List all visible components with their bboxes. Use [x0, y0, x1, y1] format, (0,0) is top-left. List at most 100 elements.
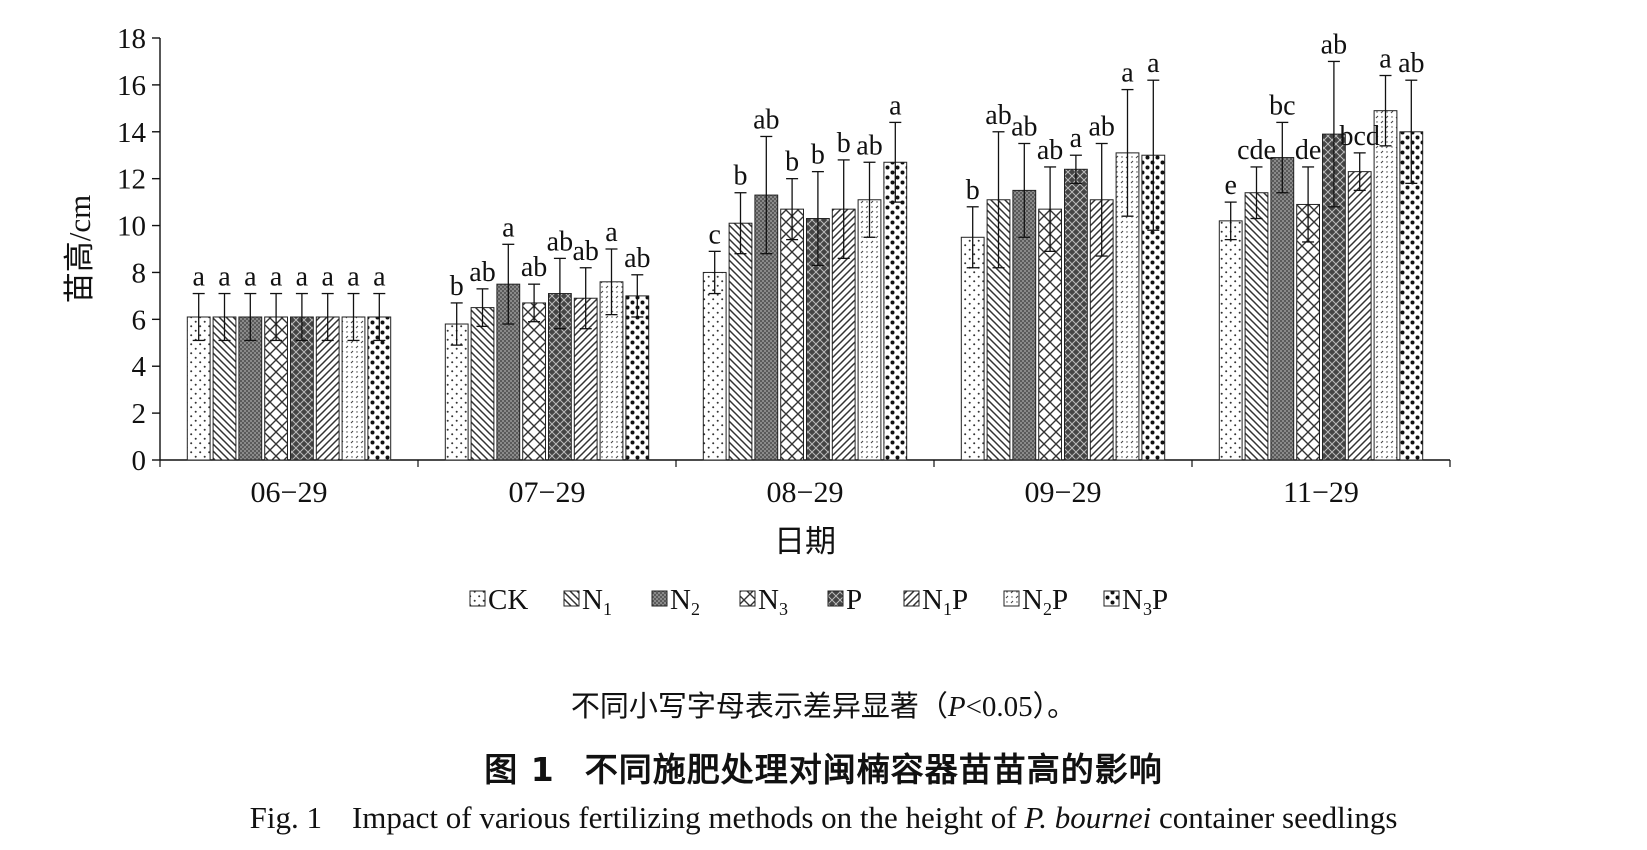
- bar-ck-3: [960, 236, 985, 461]
- significance-letter: a: [321, 262, 334, 293]
- bar-n2p-2: [857, 199, 882, 461]
- figure-title-en-after: container seedlings: [1151, 800, 1398, 835]
- bar-n1-2: [728, 222, 753, 461]
- figure-title-en-before: Impact of various fertilizing methods on…: [351, 800, 1025, 835]
- y-tick-label: 14: [117, 117, 147, 149]
- significance-letter: ab: [753, 104, 779, 135]
- legend-swatch-n2: [651, 590, 668, 607]
- bar-n1p-4: [1347, 171, 1372, 461]
- bar-n3-2: [780, 208, 805, 461]
- legend-label-n2p: N2P: [1022, 584, 1068, 619]
- bar-n1-4: [1244, 192, 1269, 461]
- y-axis-title: 苗高/cm: [62, 195, 97, 304]
- legend-swatch-ck: [469, 590, 486, 607]
- significance-letter: ab: [856, 130, 882, 161]
- x-tick-label: 11−29: [1283, 476, 1359, 509]
- bar-ck-4: [1218, 220, 1243, 461]
- significance-letter: b: [837, 128, 851, 159]
- y-tick-label: 12: [117, 164, 146, 196]
- legend-item-n1: N1: [563, 584, 612, 619]
- bar-ck-2: [702, 271, 727, 461]
- significance-letter: a: [502, 212, 515, 243]
- note-text-after: <0.05）。: [965, 691, 1077, 723]
- significance-letter: a: [192, 262, 205, 293]
- significance-letter: b: [966, 175, 980, 206]
- y-tick-label: 18: [117, 23, 146, 55]
- significance-letter: bcd: [1339, 121, 1379, 152]
- y-tick-label: 16: [117, 70, 146, 102]
- legend-swatch-n3p: [1103, 590, 1120, 607]
- significance-letter: a: [218, 262, 231, 293]
- significance-letter: a: [889, 90, 902, 121]
- significance-letter: bc: [1269, 90, 1295, 121]
- legend-item-n3p: N3P: [1103, 584, 1168, 619]
- legend-swatch-n3: [739, 590, 756, 607]
- significance-letter: ab: [985, 100, 1011, 131]
- legend-label-p: P: [846, 584, 862, 616]
- significance-letter: ab: [624, 243, 650, 274]
- x-tick-label: 09−29: [1025, 476, 1102, 509]
- significance-letter: b: [811, 140, 825, 171]
- bar-n3p-1: [625, 295, 650, 461]
- x-tick-label: 06−29: [251, 476, 328, 509]
- figure-title-english: Fig. 1 Impact of various fertilizing meth…: [0, 800, 1647, 836]
- legend-label-n1: N1: [582, 584, 612, 619]
- legend-item-n2: N2: [651, 584, 700, 619]
- legend-item-n2p: N2P: [1003, 584, 1068, 619]
- significance-letter: ab: [1398, 48, 1424, 79]
- significance-letter: a: [1070, 123, 1083, 154]
- legend-swatch-p: [827, 590, 844, 607]
- significance-letter: a: [270, 262, 283, 293]
- y-tick-label: 0: [132, 445, 147, 477]
- bar-n3-4: [1296, 203, 1320, 461]
- significance-letter: b: [450, 271, 464, 302]
- bar-n3p-2: [883, 161, 908, 461]
- significance-letter: ab: [547, 226, 573, 257]
- y-tick-label: 8: [132, 257, 147, 289]
- legend-swatch-n1p: [903, 590, 920, 607]
- note-p-italic: P: [947, 691, 966, 723]
- significance-letter: b: [785, 147, 799, 178]
- bar-n1-1: [470, 307, 495, 461]
- bar-p-3: [1064, 168, 1088, 461]
- x-tick-label: 08−29: [767, 476, 844, 509]
- significance-letter: ab: [469, 257, 495, 288]
- y-tick-label: 6: [132, 304, 147, 336]
- significance-letter: a: [1121, 58, 1134, 89]
- figure-title-cn-text: 不同施肥处理对闽楠容器苗苗高的影响: [584, 750, 1163, 789]
- bar-n2-4: [1270, 157, 1295, 461]
- bar-n3-1: [522, 302, 547, 461]
- legend-swatch-n1: [563, 590, 580, 607]
- significance-letter: ab: [1011, 112, 1037, 143]
- legend-item-ck: CK: [469, 584, 528, 616]
- significance-letter: a: [605, 217, 618, 248]
- legend-item-n1p: N1P: [903, 584, 968, 619]
- significance-letter: ab: [521, 252, 547, 283]
- significance-letter: ab: [1321, 29, 1347, 60]
- legend-label-n3p: N3P: [1122, 584, 1168, 619]
- legend-label-n3: N3: [758, 584, 788, 619]
- bar-chart: 0 2 4 6 8 10 12 14 16 18 苗高/cm 06−29 07−29 08−29 09−29…: [62, 23, 1451, 619]
- legend-label-ck: CK: [488, 584, 528, 616]
- significance-letter: a: [296, 262, 309, 293]
- figure-label-en: Fig. 1: [249, 800, 322, 835]
- significance-letter: a: [347, 262, 360, 293]
- legend-swatch-n2p: [1003, 590, 1020, 607]
- figure-title-en-species: P. bournei: [1024, 800, 1152, 835]
- significance-letter: c: [708, 219, 720, 250]
- significance-letter: a: [244, 262, 257, 293]
- figure-label-cn: 图 1: [484, 750, 555, 789]
- x-axis-title: 日期: [774, 524, 836, 559]
- significance-letter: a: [1147, 48, 1160, 79]
- legend-label-n2: N2: [670, 584, 700, 619]
- note-text-before: 不同小写字母表示差异显著（: [570, 691, 948, 723]
- legend-item-n3: N3: [739, 584, 788, 619]
- figure-title-chinese: 图 1 不同施肥处理对闽楠容器苗苗高的影响: [0, 743, 1647, 791]
- significance-letter: ab: [1088, 112, 1114, 143]
- significance-letter: de: [1295, 135, 1321, 166]
- x-tick-label: 07−29: [509, 476, 586, 509]
- significance-letter: a: [373, 262, 386, 293]
- y-tick-label: 10: [117, 211, 146, 243]
- significance-letter: ab: [1037, 135, 1063, 166]
- significance-letter: a: [1379, 44, 1392, 75]
